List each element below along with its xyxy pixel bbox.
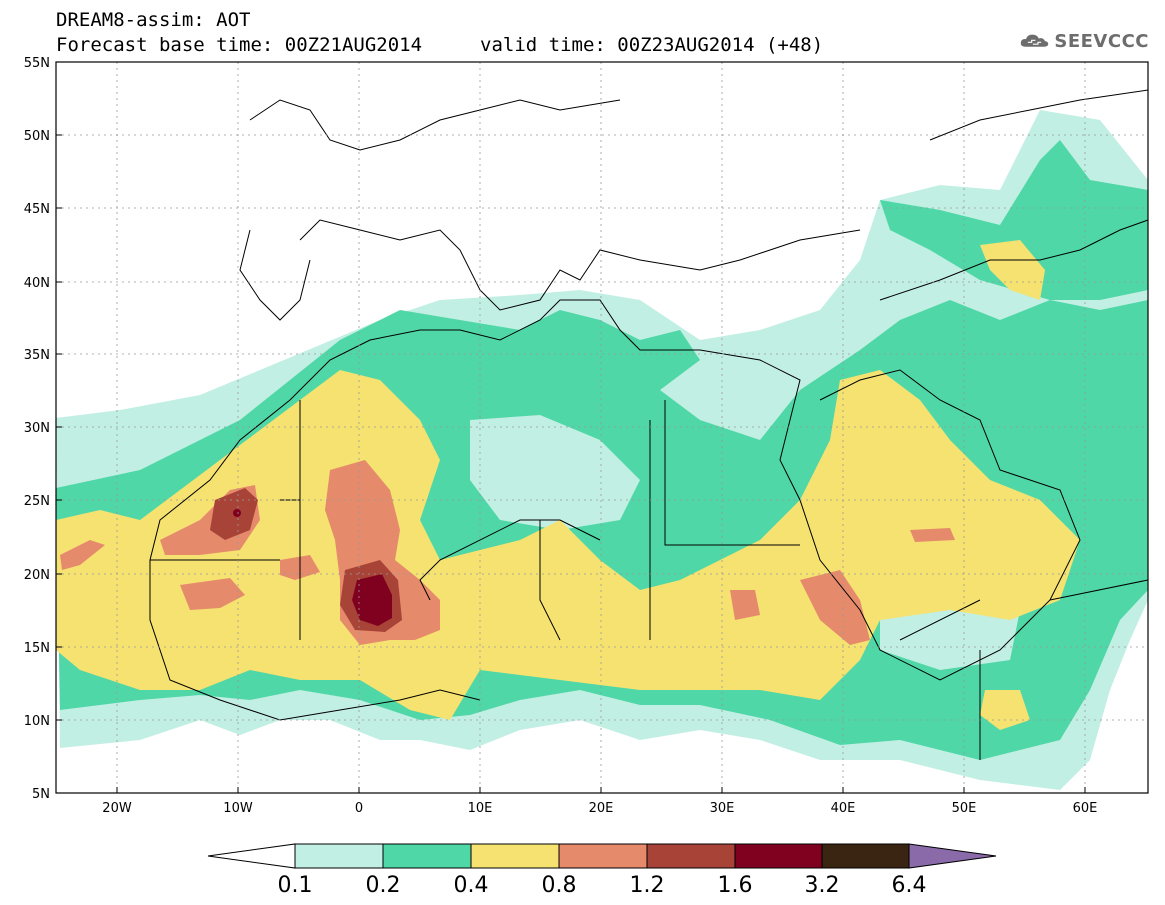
colorbar-label: 1.6: [718, 873, 753, 898]
lat-tick: 15N: [24, 641, 50, 656]
base-time: Forecast base time: 00Z21AUG2014: [56, 34, 423, 56]
lon-tick: 40E: [831, 801, 856, 816]
map-title: DREAM8-assim: AOT: [56, 9, 251, 31]
lat-tick: 5N: [32, 787, 50, 802]
lat-tick: 45N: [24, 202, 50, 217]
colorbar-bin: [734, 843, 823, 869]
colorbar-labels: 0.1 0.2 0.4 0.8 1.2 1.6 3.2 6.4: [278, 873, 927, 898]
lat-tick: 25N: [24, 494, 50, 509]
lon-tick: 60E: [1073, 801, 1098, 816]
lat-tick: 55N: [24, 56, 50, 71]
lat-axis: 55N 50N 45N 40N 35N 30N 25N 20N 15N 10N …: [24, 56, 50, 802]
colorbar-label: 0.4: [454, 873, 489, 898]
lat-tick: 35N: [24, 348, 50, 363]
lat-tick: 40N: [24, 276, 50, 291]
lat-tick: 20N: [24, 568, 50, 583]
lon-axis: 20W 10W 0 10E 20E 30E 40E 50E 60E: [102, 801, 1097, 816]
valid-time: valid time: 00Z23AUG2014 (+48): [480, 34, 824, 56]
colorbar-bin: [558, 843, 648, 869]
lon-tick: 10W: [223, 801, 253, 816]
colorbar-label: 0.1: [278, 873, 313, 898]
colorbar-bin: [646, 843, 736, 869]
seevccc-logo: SEEVCCC: [1019, 25, 1149, 57]
colorbar-over-triangle: [908, 843, 997, 869]
colorbar-label: 6.4: [892, 873, 927, 898]
coastlines: [149, 89, 1148, 760]
colorbar-label: 0.2: [366, 873, 401, 898]
lon-tick: 20E: [589, 801, 614, 816]
lon-tick: 30E: [710, 801, 735, 816]
lat-tick: 50N: [24, 129, 50, 144]
lon-tick: 10E: [468, 801, 493, 816]
colorbar: [207, 843, 997, 869]
colorbar-bin: [821, 843, 910, 869]
lon-tick: 50E: [952, 801, 977, 816]
colorbar-label: 3.2: [805, 873, 840, 898]
colorbar-label: 1.2: [630, 873, 665, 898]
logo-text: SEEVCCC: [1054, 30, 1149, 52]
graticule: [56, 62, 1148, 793]
colorbar-under-triangle: [207, 843, 296, 869]
colorbar-bin: [470, 843, 560, 869]
aot-field: [56, 110, 1148, 790]
lat-tick: 30N: [24, 421, 50, 436]
colorbar-bin: [294, 843, 384, 869]
lon-tick: 20W: [102, 801, 132, 816]
colorbar-bin: [382, 843, 472, 869]
cloud-icon: [1020, 34, 1049, 47]
lat-tick: 10N: [24, 714, 50, 729]
colorbar-label: 0.8: [542, 873, 577, 898]
lon-tick: 0: [355, 801, 363, 816]
